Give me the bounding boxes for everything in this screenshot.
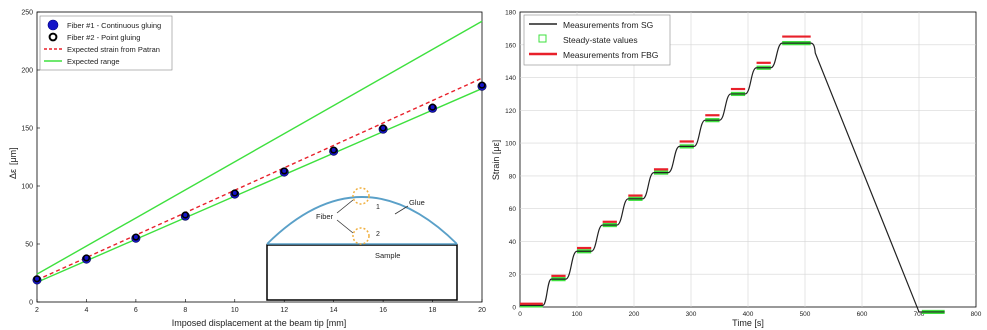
left-x-tick-label: 14	[330, 307, 338, 314]
right-chart: 0 100 200 300 400 500 600 700 800 0 20 40 60 80 100 120…	[491, 10, 982, 329]
right-y-axis-label: Strain [με]	[491, 140, 501, 180]
right-y-tick-label: 60	[509, 206, 517, 213]
legend-marker-steady	[538, 34, 547, 43]
left-x-tick-label: 18	[429, 307, 437, 314]
left-y-axis-label-main: Δε	[8, 169, 18, 179]
left-y-axis-label: Δε [μm]	[8, 147, 18, 179]
left-series-line-3	[36, 87, 483, 283]
legend-label-range: Expected range	[67, 57, 120, 66]
legend-label-sg: Measurements from SG	[563, 20, 653, 30]
right-legend: Measurements from SG Steady-state values…	[523, 14, 671, 66]
right-y-tick-label: 20	[509, 272, 517, 279]
left-point-fiber2	[33, 275, 41, 283]
left-x-tick-label: 16	[379, 307, 387, 314]
inset-sample-rect	[266, 244, 458, 301]
left-point-fiber2	[379, 124, 387, 132]
inset-fiber-arrow-1	[336, 199, 354, 214]
left-y-tick-label: 200	[21, 68, 33, 75]
legend-label-patran: Expected strain from Patran	[67, 45, 160, 54]
right-y-tick-label: 0	[512, 305, 516, 312]
inset-fiber-1	[352, 187, 370, 205]
left-y-tick-label: 100	[21, 184, 33, 191]
right-ticks: 0 100 200 300 400 500 600 700 800 0 20 40 60 80 100 120…	[505, 10, 982, 319]
left-x-tick-label: 2	[35, 307, 39, 314]
left-point-fiber2	[231, 189, 239, 197]
right-x-tick-label: 300	[686, 311, 697, 318]
right-x-tick-label: 100	[572, 311, 583, 318]
right-x-tick-label: 0	[518, 311, 522, 318]
left-point-fiber2	[330, 146, 338, 154]
legend-marker-fiber1	[47, 19, 59, 31]
right-x-tick-label: 200	[629, 311, 640, 318]
left-series-line-4	[36, 20, 483, 275]
right-x-tick-label: 700	[914, 311, 925, 318]
left-y-tick-label: 250	[21, 10, 33, 17]
left-x-axis-label: Imposed displacement at the beam tip [mm…	[172, 318, 347, 328]
inset-sample-label: Sample	[375, 251, 400, 260]
left-point-fiber2	[181, 211, 189, 219]
right-y-tick-label: 180	[505, 10, 516, 17]
left-point-fiber2	[428, 103, 437, 111]
inset-fiber-arrow-2	[336, 219, 354, 234]
right-sg-line	[520, 42, 945, 313]
right-x-tick-label: 400	[743, 311, 754, 318]
right-y-tick-label: 80	[509, 173, 517, 180]
right-x-tick-label: 800	[971, 311, 982, 318]
left-point-fiber2	[280, 167, 288, 175]
right-x-tick-label: 500	[800, 311, 811, 318]
legend-label-fiber1: Fiber #1 - Continuous gluing	[67, 21, 161, 30]
left-y-tick-label: 50	[25, 242, 33, 249]
inset-fiber-2	[352, 227, 370, 245]
left-x-tick-label: 8	[183, 307, 187, 314]
inset-fiber-label: Fiber	[316, 212, 334, 221]
left-y-tick-label: 150	[21, 126, 33, 133]
left-legend: Fiber #1 - Continuous gluing Fiber #2 - …	[39, 15, 173, 71]
legend-marker-fiber2	[48, 32, 58, 42]
inset-glue-arrow	[394, 205, 409, 215]
left-x-tick-label: 20	[478, 307, 486, 314]
legend-label-fiber2: Fiber #2 - Point gluing	[67, 33, 140, 42]
inset-schematic: Fiber Glue Sample 1 2	[266, 187, 458, 301]
left-y-tick-label: 0	[29, 300, 33, 307]
right-x-axis-label: Time [s]	[732, 318, 764, 328]
right-y-tick-label: 160	[505, 42, 516, 49]
left-point-fiber2	[132, 233, 140, 241]
right-y-tick-label: 100	[505, 141, 516, 148]
left-lines	[36, 20, 483, 283]
left-x-tick-label: 4	[84, 307, 88, 314]
left-point-fiber2	[478, 81, 486, 89]
right-y-tick-label: 140	[505, 75, 516, 82]
left-series-line-2	[36, 77, 483, 281]
right-y-tick-label: 120	[505, 108, 516, 115]
inset-label-2: 2	[376, 231, 380, 238]
right-y-tick-label: 40	[509, 239, 517, 246]
left-x-tick-label: 10	[231, 307, 239, 314]
right-series	[520, 35, 945, 315]
left-x-tick-label: 6	[134, 307, 138, 314]
left-markers	[32, 81, 487, 285]
legend-label-steady: Steady-state values	[563, 35, 638, 45]
left-y-axis-label-unit: [μm]	[8, 147, 18, 165]
left-x-tick-label: 12	[280, 307, 288, 314]
legend-label-fbg: Measurements from FBG	[563, 50, 658, 60]
inset-glue-label: Glue	[409, 198, 425, 207]
left-point-fiber2	[82, 254, 91, 262]
inset-label-1: 1	[376, 204, 380, 211]
inset-glue-arc	[266, 196, 458, 245]
right-x-tick-label: 600	[857, 311, 868, 318]
